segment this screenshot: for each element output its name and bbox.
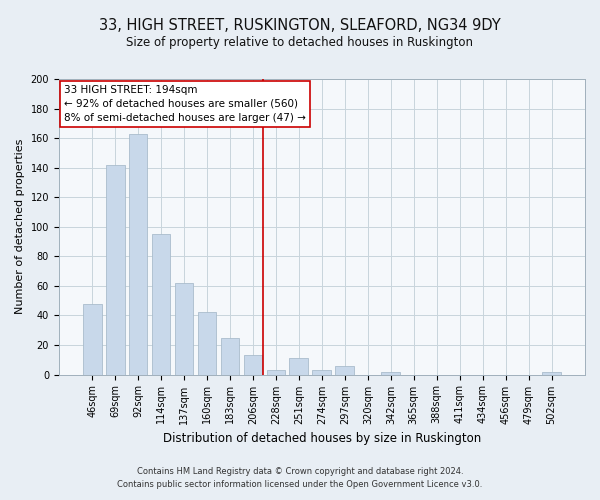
Y-axis label: Number of detached properties: Number of detached properties	[15, 139, 25, 314]
Bar	[221, 338, 239, 374]
Text: Size of property relative to detached houses in Ruskington: Size of property relative to detached ho…	[127, 36, 473, 49]
X-axis label: Distribution of detached houses by size in Ruskington: Distribution of detached houses by size …	[163, 432, 481, 445]
Bar	[175, 283, 193, 374]
Bar	[152, 234, 170, 374]
Text: Contains HM Land Registry data © Crown copyright and database right 2024.
Contai: Contains HM Land Registry data © Crown c…	[118, 468, 482, 489]
Bar	[128, 134, 148, 374]
Bar	[335, 366, 354, 374]
Bar	[106, 164, 125, 374]
Text: 33 HIGH STREET: 194sqm
← 92% of detached houses are smaller (560)
8% of semi-det: 33 HIGH STREET: 194sqm ← 92% of detached…	[64, 85, 306, 123]
Bar	[197, 312, 217, 374]
Bar	[382, 372, 400, 374]
Bar	[244, 356, 262, 374]
Bar	[542, 372, 561, 374]
Bar	[313, 370, 331, 374]
Bar	[266, 370, 286, 374]
Text: 33, HIGH STREET, RUSKINGTON, SLEAFORD, NG34 9DY: 33, HIGH STREET, RUSKINGTON, SLEAFORD, N…	[99, 18, 501, 32]
Bar	[289, 358, 308, 374]
Bar	[83, 304, 101, 374]
